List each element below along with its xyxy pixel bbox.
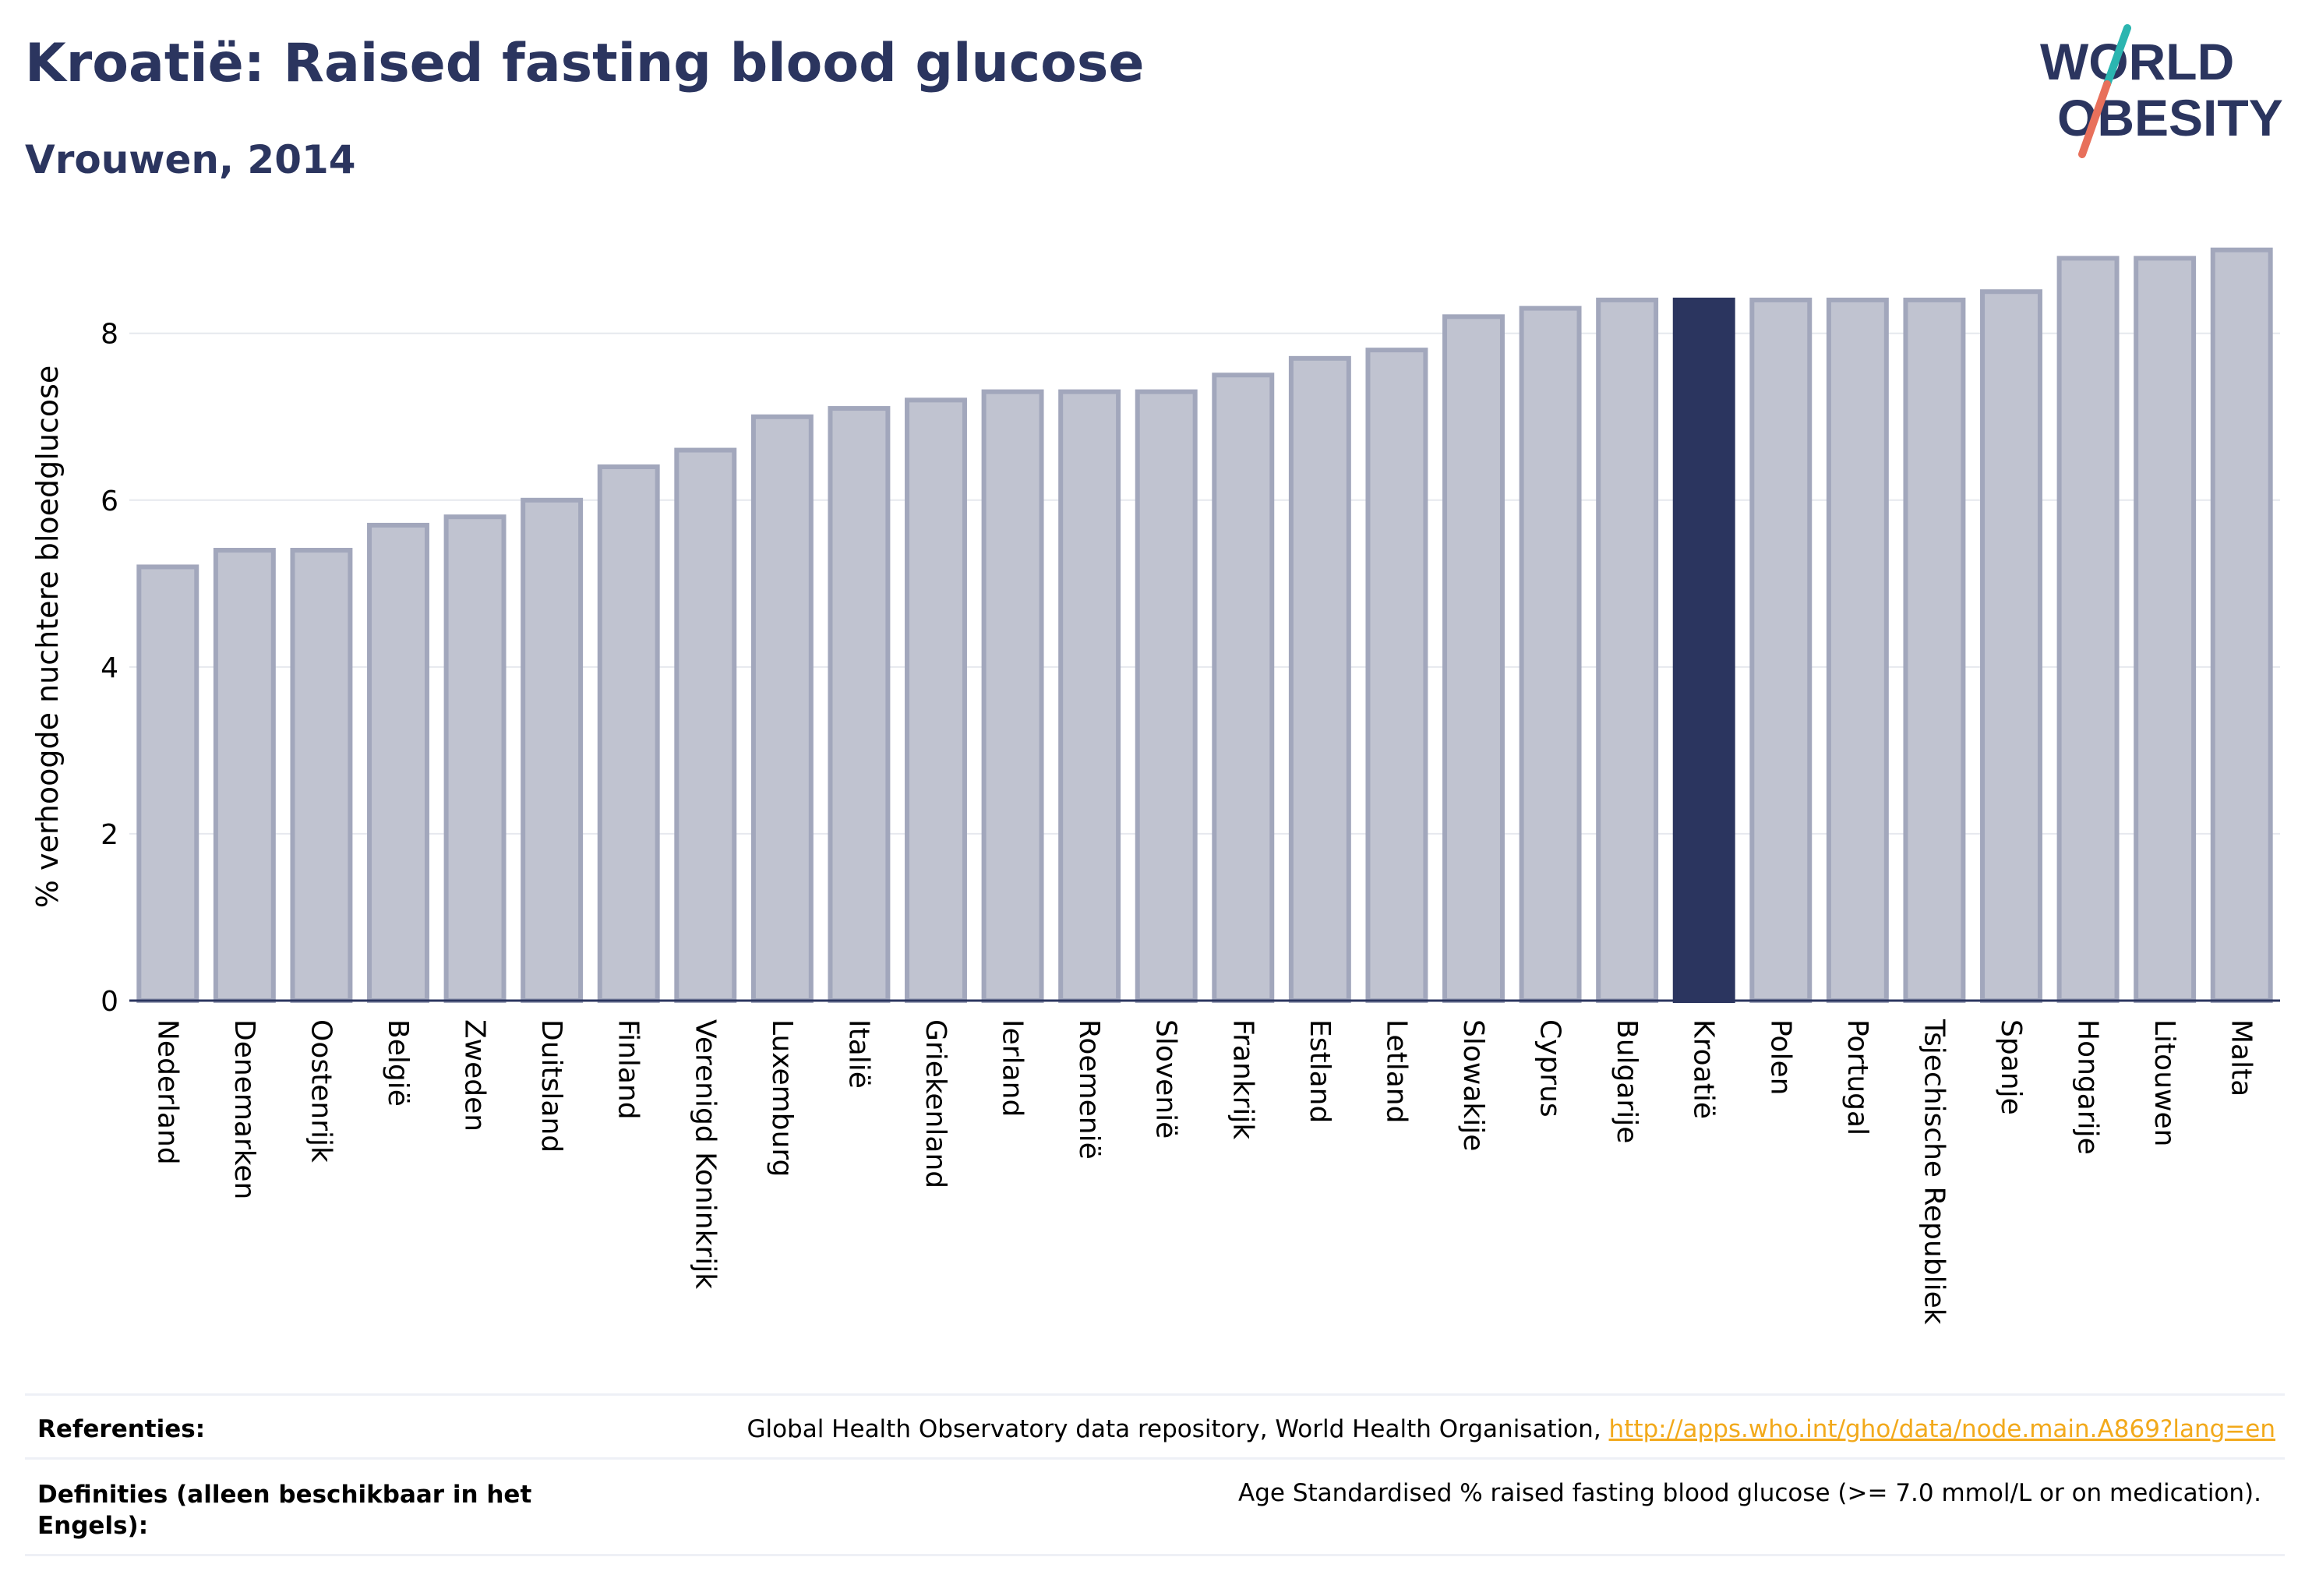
y-tick-label: 8 — [101, 319, 118, 351]
x-tick-label: Litouwen — [2148, 1019, 2180, 1146]
bar-italië — [828, 406, 891, 1003]
logo-slash-top — [2103, 24, 2131, 88]
x-tick-label: Hongarije — [2072, 1019, 2104, 1155]
bar-verenigd-koninkrijk — [674, 447, 737, 1003]
y-axis-ticks: 0 2 4 6 8 — [101, 319, 118, 1018]
bar-spanje — [1980, 289, 2042, 1003]
x-tick-label: Denemarken — [228, 1019, 260, 1199]
x-tick-label: Polen — [1764, 1019, 1796, 1095]
x-tick-label: België — [382, 1019, 414, 1107]
footer-rule-top — [25, 1393, 2285, 1396]
logo-slash-bottom — [2078, 80, 2111, 158]
x-tick-label: Portugal — [1841, 1019, 1873, 1135]
x-tick-label: Finland — [612, 1019, 644, 1120]
bar-polen — [1749, 297, 1813, 1003]
bar-slowakije — [1442, 314, 1505, 1004]
references-link[interactable]: http://apps.who.int/gho/data/node.main.A… — [1608, 1415, 2275, 1443]
bar-bulgarije — [1596, 297, 1659, 1003]
y-tick-label: 6 — [101, 486, 118, 517]
bar-cyprus — [1519, 305, 1582, 1003]
definitions-text: Age Standardised % raised fasting blood … — [1238, 1479, 2261, 1507]
bar-nederland — [136, 564, 199, 1003]
bar-portugal — [1826, 297, 1889, 1003]
footer-rule-mid — [25, 1457, 2285, 1460]
bar-denemarken — [213, 548, 276, 1003]
bar-letland — [1365, 348, 1428, 1003]
bar-ierland — [981, 389, 1044, 1003]
bar-chart: 0 2 4 6 8 Nederland Denemarken Oostenrijk Belgi… — [30, 247, 2280, 1325]
bar-slovenië — [1135, 389, 1198, 1003]
x-tick-label: Duitsland — [535, 1019, 567, 1153]
bar-belgië — [367, 522, 429, 1003]
bar-griekenland — [905, 397, 967, 1003]
x-tick-label: Luxemburg — [766, 1019, 798, 1177]
bar-luxemburg — [750, 414, 814, 1003]
bar-finland — [597, 464, 660, 1003]
references-source: Global Health Observatory data repositor… — [747, 1415, 1601, 1443]
bar-tsjechische-republiek — [1903, 297, 1966, 1003]
bar-hongarije — [2056, 256, 2120, 1003]
page-subtitle: Vrouwen, 2014 — [25, 137, 356, 182]
x-tick-label: Estland — [1304, 1019, 1336, 1123]
x-axis-ticks: Nederland Denemarken Oostenrijk België Zwede… — [151, 1019, 2257, 1325]
logo-line1: WORLD — [2040, 33, 2234, 90]
chart-bars — [136, 247, 2273, 1004]
bar-kroatië — [1672, 297, 1735, 1003]
page-title: Kroatië: Raised fasting blood glucose — [25, 33, 1145, 94]
definitions-row: Definities (alleen beschikbaar in het En… — [25, 1474, 2285, 1560]
x-tick-label: Verenigd Koninkrijk — [689, 1019, 721, 1289]
x-tick-label: Zweden — [459, 1019, 491, 1132]
y-axis-label: % verhoogde nuchtere bloedglucose — [30, 365, 65, 908]
bar-roemenië — [1058, 389, 1121, 1003]
y-tick-label: 2 — [101, 819, 118, 851]
bar-litouwen — [2134, 256, 2197, 1003]
x-tick-label: Nederland — [151, 1019, 183, 1165]
bar-frankrijk — [1212, 373, 1275, 1003]
x-tick-label: Kroatië — [1688, 1019, 1720, 1119]
x-tick-label: Bulgarije — [1611, 1019, 1643, 1143]
x-tick-label: Oostenrijk — [305, 1019, 337, 1163]
bar-oostenrijk — [290, 548, 353, 1003]
x-tick-label: Cyprus — [1534, 1019, 1566, 1118]
references-label: Referenties: — [37, 1415, 206, 1443]
y-tick-label: 4 — [101, 652, 118, 684]
x-tick-label: Slovenië — [1150, 1019, 1182, 1139]
x-tick-label: Ierland — [997, 1019, 1029, 1117]
x-tick-label: Roemenië — [1073, 1019, 1105, 1160]
bar-duitsland — [521, 497, 584, 1003]
references-text: Global Health Observatory data repositor… — [747, 1415, 2275, 1443]
references-row: Referenties: Global Health Observatory d… — [25, 1412, 2285, 1459]
x-tick-label: Letland — [1380, 1019, 1412, 1123]
x-tick-label: Tsjechische Republiek — [1918, 1019, 1950, 1325]
footer-rule-bottom — [25, 1554, 2285, 1556]
y-tick-label: 0 — [101, 986, 118, 1018]
x-tick-label: Spanje — [1995, 1019, 2027, 1115]
x-tick-label: Griekenland — [920, 1019, 951, 1188]
bar-zweden — [443, 514, 507, 1003]
x-tick-label: Slowakije — [1457, 1019, 1489, 1151]
bar-malta — [2210, 247, 2273, 1003]
x-tick-label: Malta — [2226, 1019, 2257, 1096]
bar-estland — [1288, 355, 1351, 1004]
x-tick-label: Italië — [842, 1019, 874, 1089]
definitions-label: Definities (alleen beschikbaar in het En… — [37, 1481, 532, 1540]
x-tick-label: Frankrijk — [1227, 1019, 1258, 1139]
world-obesity-logo: WORLD OBESITY — [2040, 24, 2283, 158]
